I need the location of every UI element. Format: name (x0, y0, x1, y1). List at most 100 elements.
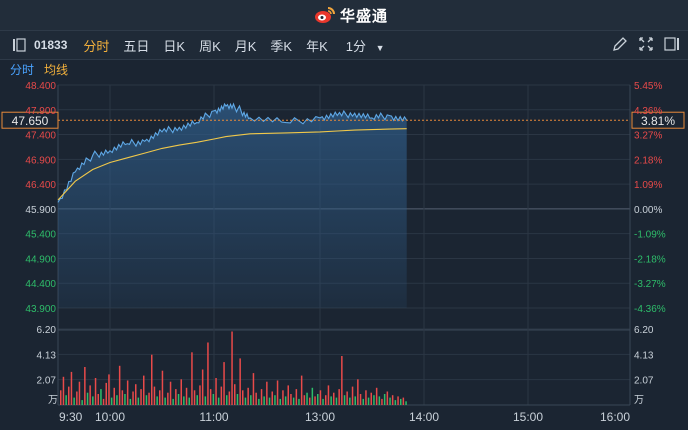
volume-bar (290, 394, 292, 405)
volume-bar (132, 391, 134, 405)
volume-bar (116, 395, 118, 405)
volume-bar (271, 391, 273, 405)
volume-bar (212, 394, 215, 405)
volume-unit-label-right: 万 (634, 395, 644, 406)
y-tick-label: 45.400 (25, 230, 56, 241)
y-tick-label: 46.900 (25, 155, 56, 166)
current-change-badge (631, 111, 685, 129)
volume-bar (250, 395, 252, 405)
weibo-logo-icon (315, 7, 335, 23)
volume-bar (167, 392, 169, 405)
y-tick-label: 48.400 (25, 81, 56, 92)
y-right-tick-label: -4.36% (634, 304, 666, 315)
tab-yearly-k[interactable]: 年K (306, 38, 328, 54)
volume-bar (260, 389, 263, 405)
expand-icon[interactable] (638, 36, 654, 52)
sidebar-collapse-icon[interactable] (664, 36, 680, 52)
volume-bar (185, 387, 188, 405)
volume-bar (378, 396, 381, 405)
indicator-tabs: 分时 均线 (0, 60, 68, 78)
volume-unit-label: 万 (48, 395, 58, 406)
volume-bar (220, 386, 223, 405)
sidebar-toggle-icon[interactable] (12, 38, 26, 52)
volume-bar (100, 389, 102, 405)
y-tick-label: 47.900 (25, 106, 56, 117)
volume-bar (247, 387, 249, 405)
volume-bar (391, 395, 394, 405)
volume-tick-label-right: 4.13 (634, 350, 654, 361)
volume-bar (201, 369, 204, 405)
x-tick-label: 14:00 (409, 410, 439, 424)
volume-bar (349, 397, 351, 405)
volume-bar (148, 392, 150, 405)
volume-bar (97, 394, 99, 405)
volume-bar (381, 398, 383, 405)
avg-line (57, 128, 407, 201)
interval-dropdown[interactable]: 1分 ▼ (346, 36, 385, 55)
tab-intraday[interactable]: 分时 (83, 38, 110, 54)
y-tick-label: 44.400 (25, 279, 56, 290)
volume-bar (335, 397, 338, 405)
volume-bar (223, 362, 225, 405)
brand-logo: 华盛通 (314, 4, 388, 26)
volume-bar (279, 398, 281, 405)
volume-bar (319, 390, 322, 405)
volume-bar (266, 381, 268, 405)
volume-bar (226, 395, 228, 405)
y-tick-label: 47.400 (25, 131, 56, 142)
intraday-chart[interactable]: 47.650 3.81% 48.400 47.900 47.400 46.900 46.40… (0, 78, 688, 430)
current-price-badge (1, 111, 59, 129)
y-tick-label: 43.900 (25, 304, 56, 315)
y-right-tick-label: 2.18% (634, 155, 662, 166)
y-right-tick-label: -1.09% (634, 230, 666, 241)
volume-bar (314, 396, 316, 405)
volume-bar (338, 389, 340, 405)
volume-bar (121, 390, 124, 405)
volume-bar (402, 397, 405, 405)
tab-monthly-k[interactable]: 月K (234, 38, 257, 54)
volume-bar (199, 385, 201, 405)
volume-tick-label: 4.13 (37, 350, 57, 361)
volume-bar (108, 374, 110, 405)
volume-bar (295, 389, 298, 405)
volume-bar (143, 375, 145, 405)
tab-weekly-k[interactable]: 周K (199, 38, 221, 54)
volume-bar (118, 365, 121, 405)
y-right-tick-label: 1.09% (634, 180, 662, 191)
x-tick-label: 9:30 (59, 410, 83, 424)
volume-bar (164, 397, 166, 405)
volume-tick-label: 2.07 (37, 376, 57, 387)
indicator-price[interactable]: 分时 (10, 62, 35, 77)
pencil-icon[interactable] (612, 36, 628, 52)
current-change-value: 3.81% (641, 114, 675, 128)
volume-bar (306, 392, 308, 405)
volume-bar (351, 386, 354, 405)
volume-bar (70, 371, 73, 405)
x-tick-label: 16:00 (600, 410, 630, 424)
volume-bar (207, 342, 209, 405)
volume-bar (193, 390, 196, 405)
volume-bar (89, 385, 91, 405)
tab-five-day[interactable]: 五日 (123, 38, 150, 54)
volume-bar (231, 331, 233, 405)
volume-bar (258, 398, 260, 405)
volume-bar (151, 354, 153, 405)
volume-bar (124, 394, 126, 405)
volume-bar (217, 397, 220, 405)
tab-daily-k[interactable]: 日K (163, 38, 186, 54)
volume-bar (242, 390, 244, 405)
volume-bar (397, 396, 399, 405)
tab-quarterly-k[interactable]: 季K (270, 38, 293, 54)
volume-bar (215, 378, 217, 405)
series-lines (57, 102, 630, 203)
volume-bar (86, 392, 89, 405)
indicator-avg[interactable]: 均线 (44, 62, 69, 77)
volume-bar (365, 390, 367, 405)
volume-bar (92, 396, 94, 405)
volume-bar (126, 380, 129, 405)
chart-toolbar: 01833 分时 五日 日K 周K 月K 季K 年K 1分 ▼ (0, 31, 688, 60)
volume-bar (274, 395, 276, 405)
y-tick-label: 45.900 (25, 205, 56, 216)
y-right-tick-label: 4.36% (634, 106, 662, 117)
volume-bar (110, 397, 113, 405)
